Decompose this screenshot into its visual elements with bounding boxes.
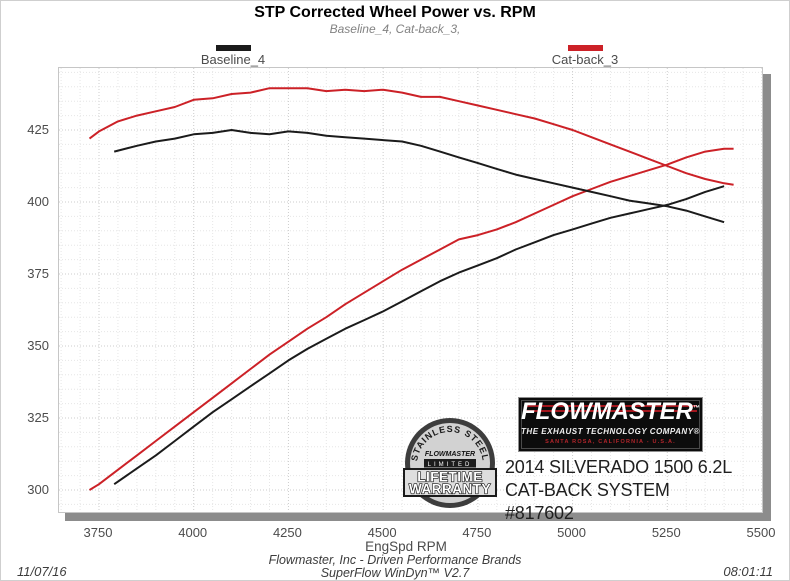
legend-label-baseline: Baseline_4 — [200, 52, 266, 67]
y-tick-label: 325 — [27, 410, 49, 425]
x-tick-label: 4500 — [367, 525, 397, 540]
vehicle-line-2: CAT-BACK SYSTEM #817602 — [505, 480, 670, 523]
badge-lifetime-text: LIFETIME — [417, 470, 483, 485]
x-tick-label: 5500 — [746, 525, 776, 540]
badge-warranty-text: WARRANTY — [409, 482, 491, 497]
vehicle-line-1: 2014 SILVERADO 1500 6.2L — [505, 457, 733, 477]
legend-label-catback: Cat-back_3 — [551, 52, 619, 67]
badge-brand-text: FLOWMASTER — [425, 451, 475, 458]
y-tick-label: 350 — [27, 338, 49, 353]
curve-Baseline_4-lower-curve — [113, 185, 725, 486]
chart-subtitle: Baseline_4, Cat-back_3, — [329, 22, 461, 36]
x-tick-label: 5250 — [651, 525, 681, 540]
report-date: 11/07/16 — [17, 564, 67, 579]
flowmaster-logo: FLOWMASTER™ THE EXHAUST TECHNOLOGY COMPA… — [518, 397, 703, 452]
plot-shadow-bottom — [65, 513, 771, 521]
footer-company-line: Flowmaster, Inc - Driven Performance Bra… — [268, 553, 522, 567]
x-axis-label: EngSpd RPM — [365, 539, 447, 554]
y-tick-label: 375 — [27, 266, 49, 281]
x-tick-label: 3750 — [83, 525, 113, 540]
logo-trademark-symbol: ™ — [692, 405, 700, 412]
y-tick-label: 425 — [27, 122, 49, 137]
footer-software-line: SuperFlow WinDyn™ V2.7 — [320, 566, 470, 580]
vehicle-description: 2014 SILVERADO 1500 6.2L CAT-BACK SYSTEM… — [505, 456, 735, 525]
badge-limited-text: LIMITED — [428, 462, 473, 468]
logo-pinstripe — [524, 405, 697, 407]
y-tick-label: 300 — [27, 482, 49, 497]
logo-wordmark: FLOWMASTER — [521, 398, 693, 425]
x-tick-label: 5000 — [557, 525, 587, 540]
lifetime-warranty-badge: STAINLESS STEEL FLOWMASTER LIMITED LIFET… — [403, 418, 497, 508]
badge-banner — [403, 468, 497, 497]
plot-shadow-right — [763, 74, 771, 521]
chart-title: STP Corrected Wheel Power vs. RPM — [254, 4, 536, 21]
logo-tagline: THE EXHAUST TECHNOLOGY COMPANY® — [521, 427, 700, 436]
curve-Baseline_4-upper-curve — [113, 129, 725, 224]
curve-Cat-back_3-lower-curve — [88, 147, 734, 491]
logo-pinstripe — [524, 410, 697, 412]
report-time: 08:01:11 — [723, 564, 773, 579]
x-tick-label: 4000 — [178, 525, 208, 540]
y-tick-label: 400 — [27, 194, 49, 209]
logo-brand-text: FLOWMASTER™ — [519, 398, 702, 426]
legend-swatch-catback — [568, 45, 603, 51]
x-tick-label: 4250 — [272, 525, 302, 540]
curve-Cat-back_3-upper-curve — [88, 87, 734, 186]
x-tick-label: 4750 — [462, 525, 492, 540]
legend-swatch-baseline — [216, 45, 251, 51]
logo-address: SANTA ROSA, CALIFORNIA - U.S.A. — [545, 439, 676, 445]
dyno-curves — [88, 87, 734, 491]
badge-limited-strip — [424, 459, 476, 468]
